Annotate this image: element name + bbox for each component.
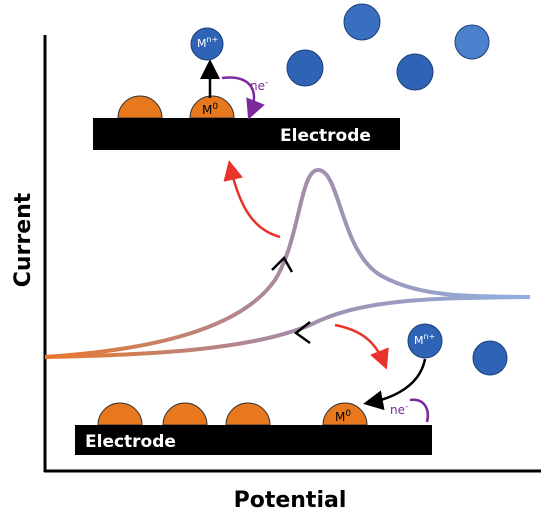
x-axis-label: Potential [234, 488, 347, 513]
charge: n+ [424, 332, 436, 341]
direction-arrow [271, 255, 294, 273]
ion [407, 323, 443, 359]
deposit [322, 402, 368, 426]
deposit-label: M0 [335, 409, 351, 424]
symbol: M [414, 334, 424, 347]
arrow [363, 358, 427, 411]
symbol: M [202, 103, 212, 117]
ion [472, 340, 508, 376]
ion [454, 24, 490, 60]
red-arrow [223, 160, 281, 239]
symbol: ne [390, 403, 405, 417]
ion-label: Mn+ [414, 332, 435, 347]
deposit [225, 402, 271, 426]
charge: - [265, 78, 268, 88]
reverse-scan [44, 295, 531, 359]
ion [396, 53, 434, 91]
deposit [117, 95, 163, 119]
state: 0 [345, 409, 351, 419]
forward-scan [44, 167, 531, 359]
direction-arrow [293, 321, 311, 345]
electron-arrow [409, 398, 429, 423]
bottom-panel: Electrode M0 Mn+ ne- [75, 323, 508, 455]
electron-label: ne- [390, 402, 408, 417]
red-arrow [334, 323, 389, 370]
ion [190, 27, 224, 61]
deposit [162, 402, 208, 426]
electrode-label: Electrode [280, 126, 371, 146]
electrode-label: Electrode [85, 432, 176, 452]
ion-label: Mn+ [197, 35, 218, 50]
electron-arrow [221, 76, 265, 120]
symbol: M [197, 37, 207, 50]
electron-label: ne- [250, 78, 268, 93]
charge: n+ [207, 35, 219, 44]
ion [343, 3, 381, 41]
y-axis-label: Current [11, 192, 36, 287]
charge: - [405, 402, 408, 412]
symbol: ne [250, 79, 265, 93]
state: 0 [212, 102, 218, 112]
symbol: M [335, 410, 345, 424]
deposit [189, 95, 235, 119]
ion [286, 49, 324, 87]
deposit [97, 402, 143, 426]
electrode [75, 425, 432, 455]
deposit-label: M0 [202, 102, 218, 117]
top-panel: Electrode M0 Mn+ ne- [93, 3, 490, 150]
electrode [93, 118, 400, 150]
